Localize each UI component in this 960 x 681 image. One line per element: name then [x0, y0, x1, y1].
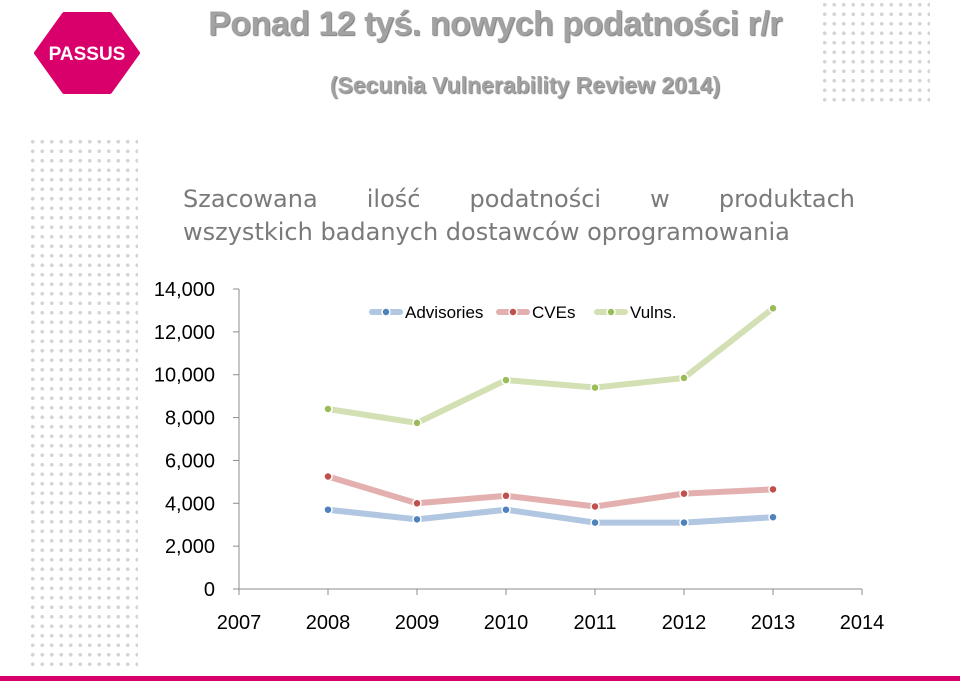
description-line-2: wszystkich badanych dostawców oprogramow… [183, 218, 790, 246]
x-tick-label: 2011 [573, 612, 616, 634]
data-point [590, 382, 600, 393]
description-line-1: Szacowana ilość podatności w produktach [183, 183, 855, 216]
data-point [768, 303, 778, 314]
dot-pattern-left [28, 137, 138, 667]
data-point [768, 484, 778, 495]
legend-marker [381, 307, 391, 317]
data-point [323, 404, 333, 414]
data-point [501, 375, 511, 385]
passus-logo: PASSUS [34, 12, 140, 94]
x-tick-label: 2012 [662, 612, 707, 634]
data-point [501, 491, 511, 501]
y-tick-label: 10,000 [154, 365, 215, 387]
x-tick-label: 2013 [751, 612, 796, 634]
chart-description: Szacowana ilość podatności w produktach … [183, 183, 855, 249]
x-tick-label: 2014 [840, 612, 885, 634]
page-title: Ponad 12 tyś. nowych podatności r/r [208, 5, 782, 43]
data-point [412, 498, 422, 509]
description-word: produktach [718, 185, 855, 213]
y-tick-label: 4,000 [165, 493, 215, 515]
data-point [412, 514, 422, 525]
legend-label: Vulns. [630, 303, 677, 322]
description-word: ilość [366, 185, 421, 213]
legend-label: CVEs [532, 303, 575, 322]
data-point [501, 504, 511, 515]
legend-label: Advisories [405, 303, 483, 322]
data-point [768, 512, 778, 522]
data-point [412, 418, 422, 428]
series-line-advisories [325, 506, 776, 526]
x-tick-label: 2009 [395, 612, 440, 634]
series-line-vulns [325, 305, 776, 426]
data-point [590, 501, 600, 512]
logo-text: PASSUS [49, 44, 126, 65]
dot-pattern-top-right [820, 0, 930, 104]
x-tick-label: 2007 [217, 612, 262, 634]
page-subtitle: (Secunia Vulnerability Review 2014) [329, 72, 721, 98]
x-tick-label: 2008 [306, 612, 351, 634]
description-word: Szacowana [183, 185, 318, 213]
legend-marker [606, 307, 616, 317]
y-tick-label: 14,000 [154, 279, 215, 301]
y-tick-label: 6,000 [165, 450, 215, 472]
bottom-accent-line [0, 676, 960, 681]
series-line-cves [325, 473, 776, 510]
description-word: w [650, 185, 670, 213]
data-point [590, 517, 600, 528]
data-point [323, 471, 333, 482]
y-tick-label: 8,000 [165, 408, 215, 430]
data-point [679, 488, 689, 499]
description-word: podatności [469, 185, 602, 213]
x-tick-label: 2010 [484, 612, 529, 634]
y-tick-label: 0 [204, 579, 215, 601]
data-point [679, 373, 689, 383]
data-point [323, 504, 333, 515]
legend-marker [508, 307, 518, 317]
data-point [679, 517, 689, 528]
y-tick-label: 2,000 [165, 536, 215, 558]
y-tick-label: 12,000 [154, 322, 215, 344]
